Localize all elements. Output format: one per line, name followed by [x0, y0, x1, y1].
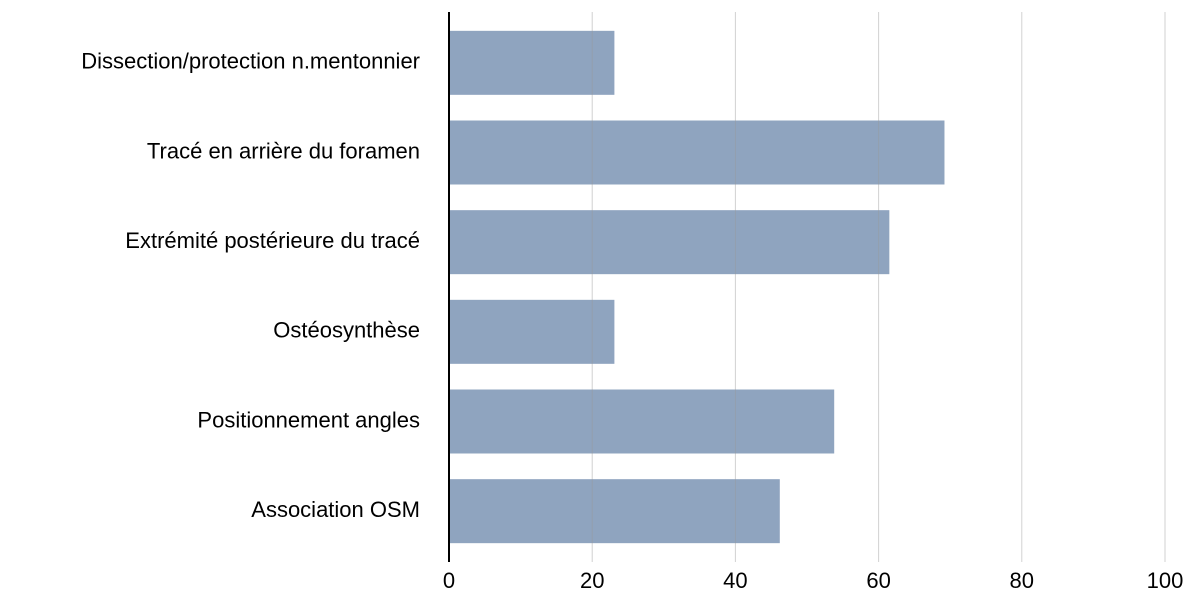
- y-tick-label: Tracé en arrière du foramen: [147, 138, 420, 163]
- y-tick-label: Association OSM: [251, 497, 420, 522]
- y-tick-label: Dissection/protection n.mentonnier: [81, 49, 420, 74]
- x-tick-label: 60: [866, 568, 890, 593]
- bar: [449, 389, 835, 454]
- x-tick-label: 20: [580, 568, 604, 593]
- y-tick-label: Extrémité postérieure du tracé: [125, 228, 420, 253]
- x-tick-label: 80: [1010, 568, 1034, 593]
- bar: [449, 479, 780, 544]
- x-tick-label: 40: [723, 568, 747, 593]
- y-tick-label: Positionnement angles: [197, 407, 420, 432]
- y-tick-label: Ostéosynthèse: [273, 318, 420, 343]
- x-tick-label: 0: [443, 568, 455, 593]
- bar: [449, 210, 890, 275]
- bar: [449, 30, 615, 95]
- bar: [449, 120, 945, 185]
- x-tick-label: 100: [1147, 568, 1184, 593]
- bar: [449, 299, 615, 364]
